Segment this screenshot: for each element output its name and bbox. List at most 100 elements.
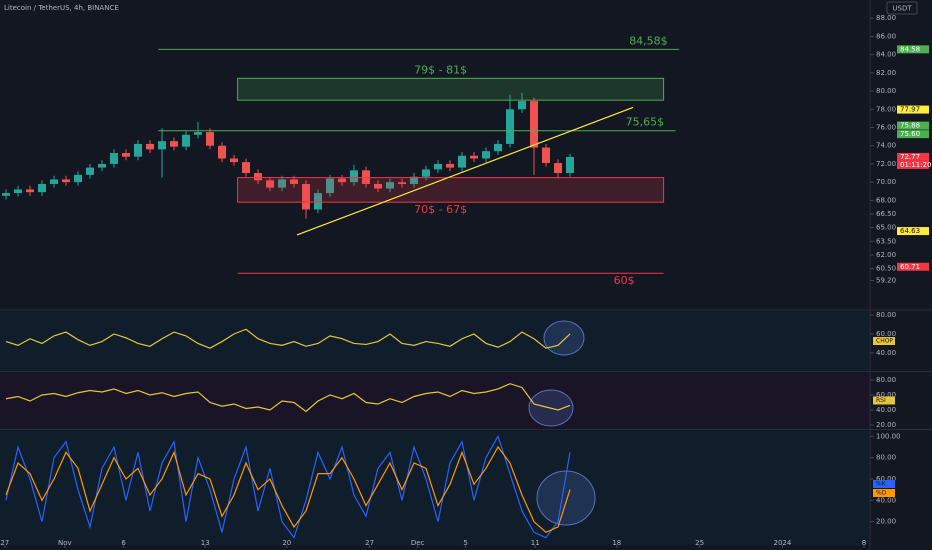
x-tick-label: 20 (282, 539, 291, 547)
candle-body (170, 141, 178, 147)
y-tick-label: 88.00 (876, 14, 896, 22)
candle-body (494, 143, 502, 152)
y-tick-label: 80.00 (876, 87, 896, 95)
indicator-tag (873, 480, 895, 488)
price-tag-label: 64.63 (900, 227, 920, 235)
price-tag-label: 72.77 (900, 153, 920, 161)
candle-body (110, 153, 118, 164)
y-tick-label: 68.00 (876, 196, 896, 204)
price-tag-label: 75.88 (900, 122, 920, 130)
price-tag (897, 45, 929, 54)
indicator-line (5, 328, 571, 349)
trendline (296, 106, 634, 236)
candle-body (194, 132, 202, 135)
candle-body (254, 173, 262, 181)
y-tick-label: 72.00 (876, 160, 896, 168)
indicator-tag (873, 396, 895, 405)
stoch-pane (0, 431, 870, 545)
indicator-tag-label: CHOP (876, 338, 893, 345)
zone-label: 70$ - 67$ (414, 203, 467, 216)
candle-body (470, 155, 478, 159)
candle-body (290, 179, 298, 184)
currency-button[interactable] (886, 1, 918, 15)
y-tick-label: 82.00 (876, 69, 896, 77)
candle-body (542, 147, 550, 164)
indicator-line (5, 383, 571, 413)
candle-body (26, 189, 34, 193)
level-label: 75,65$ (626, 116, 665, 129)
price-zone (237, 77, 665, 101)
candle-body (410, 176, 418, 184)
currency-label: USDT (892, 5, 912, 13)
candle-body (182, 134, 190, 147)
y-tick-label: 74.00 (876, 142, 896, 150)
level-label: 84,58$ (629, 34, 668, 47)
indicator-tag (873, 337, 895, 345)
price-tag-label: 84.58 (900, 45, 920, 53)
candle-body (230, 158, 238, 163)
price-tag-label: 75.60 (900, 130, 920, 138)
x-tick-label: 5 (463, 539, 467, 547)
price-tag (897, 105, 929, 114)
indicator-tag-label: %K (876, 481, 887, 488)
y-tick-label: 80.00 (876, 376, 896, 384)
candle-body (302, 183, 310, 210)
zone-label: 79$ - 81$ (414, 63, 467, 76)
candle-body (446, 163, 454, 168)
candle-body (398, 182, 406, 184)
y-tick-label: 80.00 (876, 454, 896, 462)
candle-body (2, 193, 10, 196)
x-tick-label: 6 (121, 539, 126, 547)
candle-body (14, 189, 22, 194)
y-tick-label: 100.00 (876, 432, 901, 440)
candle-body (62, 179, 70, 183)
x-tick-label: 13 (201, 539, 210, 547)
y-tick-label: 76.00 (876, 124, 896, 132)
y-tick-label: 60.50 (876, 265, 896, 273)
y-tick-label: 59.20 (876, 277, 896, 285)
candle-body (218, 145, 226, 159)
indicator-line (5, 434, 571, 539)
candle-body (434, 163, 442, 170)
indicator-tag (873, 489, 895, 497)
x-tick-label: 11 (531, 539, 540, 547)
price-tag (897, 121, 929, 130)
highlight-circle (536, 470, 596, 526)
price-tag (897, 152, 929, 161)
candle-body (386, 182, 394, 189)
chop-pane (0, 312, 870, 370)
x-tick-label: 25 (695, 539, 704, 547)
x-tick-label: 18 (612, 539, 621, 547)
price-tag (897, 227, 929, 236)
candle-body (158, 141, 166, 150)
candle-body (38, 183, 46, 193)
symbol-title: Litecoin / TetherUS, 4h, BINANCE (4, 4, 119, 12)
price-tag (897, 262, 929, 271)
y-tick-label: 60.00 (876, 330, 896, 338)
y-tick-label: 65.00 (876, 224, 896, 232)
y-tick-label: 63.50 (876, 237, 896, 245)
candle-body (278, 179, 286, 188)
rsi-pane (0, 373, 870, 428)
highlight-circle (543, 320, 585, 356)
price-tag-label: 60.71 (900, 263, 920, 271)
indicator-tag-label: RSI (876, 397, 886, 404)
y-tick-label: 20.00 (876, 421, 896, 429)
candle-body (374, 183, 382, 189)
countdown-bg (897, 160, 929, 169)
candle-body (518, 101, 526, 110)
price-tag-label: 77.97 (900, 106, 920, 114)
y-tick-label: 62.00 (876, 251, 896, 259)
candle-body (134, 143, 142, 157)
candle-body (338, 178, 346, 183)
price-tag (897, 130, 929, 139)
candle-body (146, 143, 154, 150)
candle-body (314, 193, 322, 210)
y-tick-label: 80.00 (876, 311, 896, 319)
y-tick-label: 78.00 (876, 105, 896, 113)
x-tick-label: 2024 (773, 539, 791, 547)
candle-body (98, 163, 106, 168)
y-tick-label: 60.00 (876, 475, 896, 483)
y-tick-label: 70.00 (876, 178, 896, 186)
